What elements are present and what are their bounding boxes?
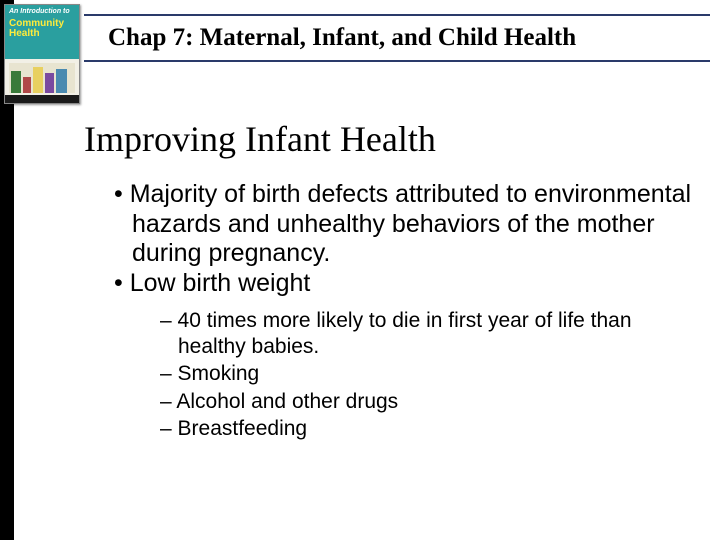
bullet-level1: Majority of birth defects attributed to … — [92, 180, 696, 269]
slide-title: Improving Infant Health — [84, 118, 436, 160]
book-cover-line3: Health — [5, 29, 79, 39]
book-cover-line1: An Introduction to — [5, 5, 79, 19]
textbook-cover-thumbnail: An Introduction to Community Health — [4, 4, 80, 104]
bullet-level2: Alcohol and other drugs — [92, 389, 696, 415]
bullet-level1: Low birth weight — [92, 269, 696, 299]
book-cover-footer — [5, 95, 79, 103]
bullet-level2: Smoking — [92, 361, 696, 387]
book-cover-illustration — [9, 63, 75, 93]
bullet-level2: Breastfeeding — [92, 416, 696, 442]
chapter-title: Chap 7: Maternal, Infant, and Child Heal… — [84, 24, 576, 52]
chapter-header-bar: Chap 7: Maternal, Infant, and Child Heal… — [84, 14, 710, 62]
slide-body: Majority of birth defects attributed to … — [92, 180, 696, 444]
bullet-level2: 40 times more likely to die in first yea… — [92, 308, 696, 359]
